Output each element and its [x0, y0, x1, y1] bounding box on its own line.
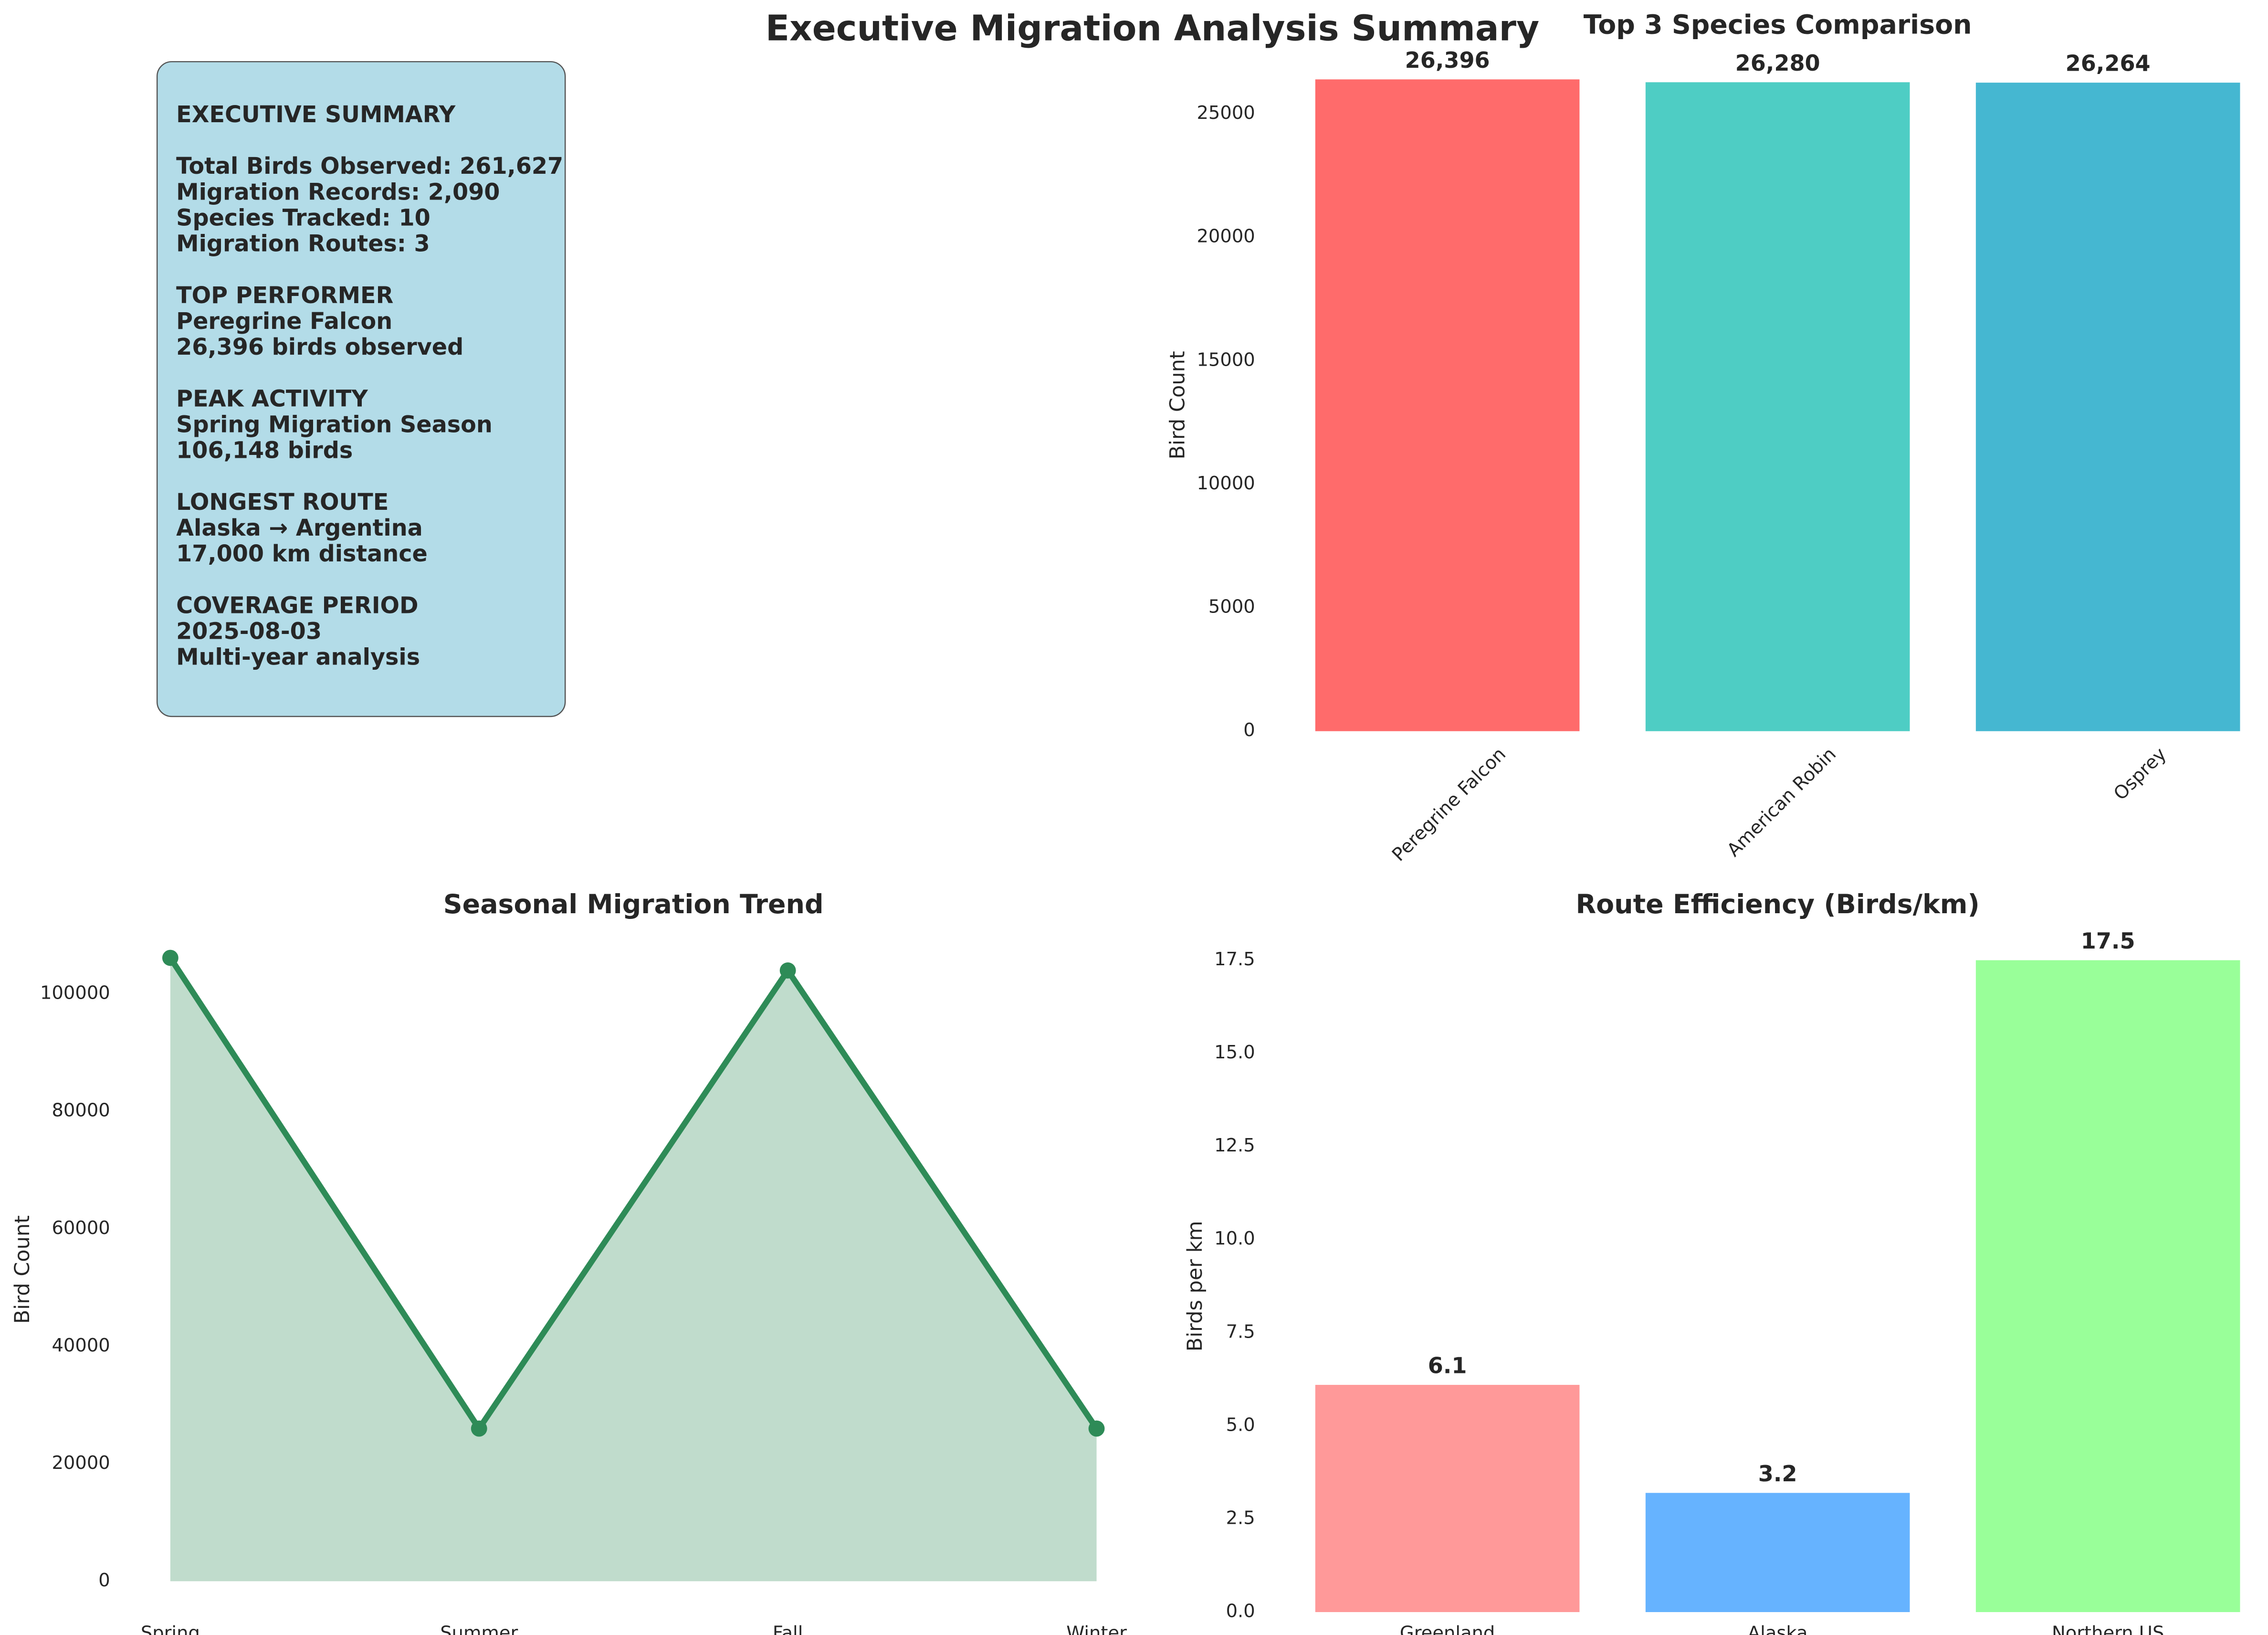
- bar: [1975, 960, 2240, 1613]
- y-tick-label: 7.5: [1226, 1321, 1255, 1342]
- bar: [1315, 79, 1580, 731]
- y-tick-label: 15000: [1197, 349, 1255, 370]
- summary-box: [156, 61, 566, 717]
- data-label: 3.2: [1758, 1461, 1797, 1487]
- data-label: 6.1: [1428, 1353, 1467, 1379]
- y-tick-label: 40000: [52, 1335, 110, 1356]
- summary-line: 2025-08-03: [176, 619, 322, 645]
- x-tick-label: Winter: [1066, 1623, 1127, 1635]
- y-axis-label: Bird Count: [1166, 351, 1189, 459]
- bar: [1645, 1493, 1910, 1613]
- y-tick-label: 0.0: [1226, 1601, 1255, 1622]
- x-tick-label: Peregrine Falcon: [1388, 743, 1510, 865]
- summary-line: 17,000 km distance: [176, 541, 428, 567]
- y-tick-label: 5000: [1208, 596, 1255, 618]
- y-tick-label: 0: [98, 1570, 110, 1591]
- x-tick-label: Greenland: [1400, 1623, 1495, 1635]
- summary-line: 106,148 birds: [176, 438, 353, 464]
- summary-line: LONGEST ROUTE: [176, 489, 388, 516]
- x-tick-label: Fall: [773, 1623, 803, 1635]
- summary-line: PEAK ACTIVITY: [176, 386, 368, 412]
- y-tick-label: 20000: [1197, 226, 1255, 247]
- chart-title: Top 3 Species Comparison: [1584, 10, 1972, 41]
- y-tick-label: 20000: [52, 1452, 110, 1474]
- summary-line: Migration Routes: 3: [176, 231, 430, 257]
- summary-line: Species Tracked: 10: [176, 205, 430, 231]
- y-tick-label: 15.0: [1214, 1042, 1255, 1063]
- summary-line: EXECUTIVE SUMMARY: [176, 102, 456, 128]
- summary-line: TOP PERFORMER: [176, 283, 393, 309]
- data-label: 17.5: [2081, 928, 2135, 954]
- chart-title: Seasonal Migration Trend: [443, 889, 824, 920]
- y-tick-label: 5.0: [1226, 1414, 1255, 1435]
- point: [162, 949, 178, 966]
- point: [779, 962, 796, 979]
- data-label: 26,280: [1735, 50, 1820, 76]
- x-tick-label: American Robin: [1723, 743, 1840, 861]
- y-tick-label: 12.5: [1214, 1135, 1255, 1156]
- point: [471, 1420, 487, 1437]
- summary-line: Spring Migration Season: [176, 412, 493, 438]
- x-tick-label: Alaska: [1748, 1623, 1808, 1635]
- summary-line: 26,396 birds observed: [176, 334, 463, 360]
- y-axis-label: Bird Count: [10, 1215, 34, 1324]
- line: [168, 956, 1099, 1432]
- summary-line: Multi-year analysis: [176, 644, 420, 671]
- y-tick-label: 2.5: [1226, 1507, 1255, 1529]
- chart-title: Route Efficiency (Birds/km): [1576, 889, 1980, 920]
- y-tick-label: 80000: [52, 1100, 110, 1121]
- summary-line: COVERAGE PERIOD: [176, 592, 418, 619]
- summary-line: Migration Records: 2,090: [176, 179, 500, 205]
- main-title: Executive Migration Analysis Summary: [766, 8, 1539, 49]
- x-tick-label: Osprey: [2110, 743, 2171, 804]
- x-tick-label: Northern US: [2052, 1623, 2164, 1635]
- summary-line: Total Birds Observed: 261,627: [176, 153, 563, 179]
- x-tick-label: Spring: [141, 1623, 200, 1635]
- summary-line: Alaska → Argentina: [176, 515, 423, 541]
- y-tick-label: 10.0: [1214, 1228, 1255, 1249]
- point: [1088, 1420, 1105, 1437]
- summary-line: Peregrine Falcon: [176, 308, 392, 335]
- data-label: 26,264: [2066, 51, 2151, 76]
- y-tick-label: 0: [1243, 719, 1255, 741]
- y-tick-label: 10000: [1197, 473, 1255, 494]
- y-tick-label: 25000: [1197, 102, 1255, 124]
- area: [170, 958, 1097, 1582]
- y-axis-label: Birds per km: [1183, 1221, 1207, 1351]
- y-tick-label: 60000: [52, 1217, 110, 1239]
- x-tick-label: Summer: [440, 1623, 518, 1635]
- bar: [1645, 82, 1910, 731]
- y-tick-label: 100000: [40, 982, 110, 1004]
- data-label: 26,396: [1405, 47, 1490, 73]
- bar: [1315, 1385, 1580, 1613]
- y-tick-label: 17.5: [1214, 949, 1255, 970]
- bar: [1975, 83, 2240, 731]
